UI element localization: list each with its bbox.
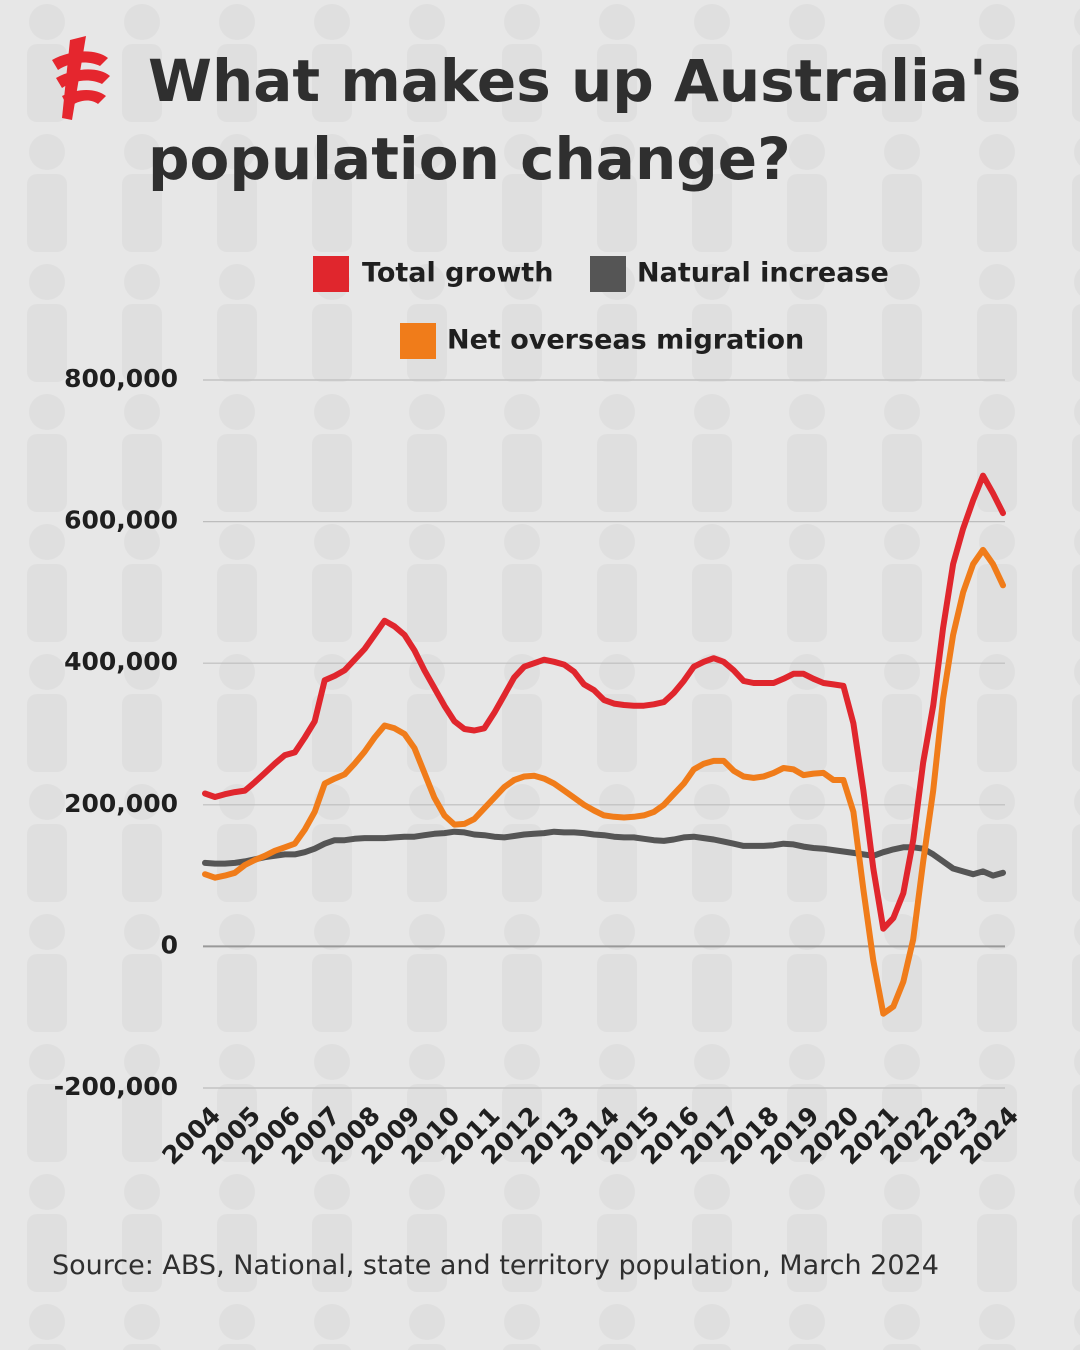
legend-label: Net overseas migration bbox=[447, 325, 804, 356]
y-tick-label: 600,000 bbox=[64, 506, 178, 535]
y-tick-label: 400,000 bbox=[64, 647, 178, 676]
legend-label: Total growth bbox=[362, 258, 553, 289]
series-line bbox=[202, 546, 1006, 1017]
legend-swatch bbox=[590, 256, 626, 292]
legend-label: Natural increase bbox=[637, 258, 889, 289]
series-line bbox=[202, 828, 1006, 879]
chart-title: What makes up Australia's population cha… bbox=[148, 47, 1022, 193]
legend-swatch bbox=[313, 256, 349, 292]
series-line bbox=[202, 472, 1006, 932]
legend-swatch bbox=[400, 323, 436, 359]
y-tick-label: -200,000 bbox=[54, 1072, 178, 1101]
source-note: Source: ABS, National, state and territo… bbox=[52, 1250, 939, 1281]
y-tick-label: 0 bbox=[161, 930, 178, 959]
y-tick-label: 200,000 bbox=[64, 789, 178, 818]
y-tick-label: 800,000 bbox=[64, 364, 178, 393]
